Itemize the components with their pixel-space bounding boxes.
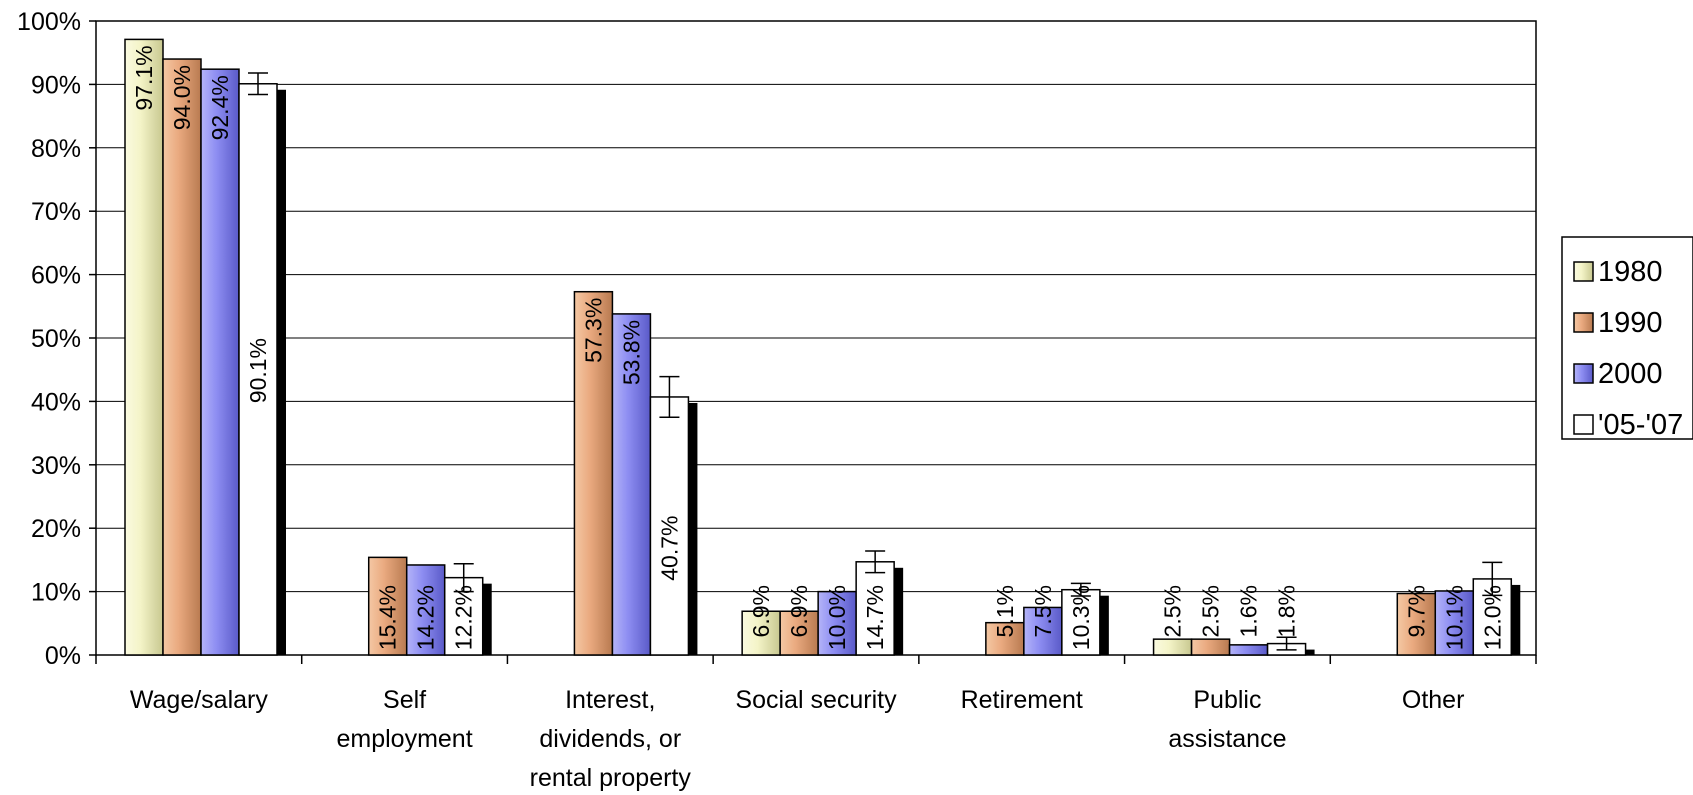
category-label: employment xyxy=(336,725,472,753)
data-label: 2.5% xyxy=(1198,585,1224,637)
category-label: Wage/salary xyxy=(130,686,269,714)
bar-2000 xyxy=(1434,590,1475,656)
bar-1990 xyxy=(1190,638,1231,656)
y-tick-label: 50% xyxy=(31,325,81,353)
bar-2000 xyxy=(1228,644,1269,656)
category-label: Self xyxy=(383,686,426,714)
data-label: 10.0% xyxy=(824,585,850,650)
data-label: 97.1% xyxy=(131,45,157,110)
y-tick-label: 70% xyxy=(31,198,81,226)
bar-shadow xyxy=(277,89,286,656)
bar-1990 xyxy=(367,556,408,656)
y-tick-label: 80% xyxy=(31,135,81,163)
y-tick-label: 90% xyxy=(31,71,81,99)
bar-shadow xyxy=(1511,584,1521,655)
y-tick-label: 30% xyxy=(31,452,81,480)
data-label: 10.1% xyxy=(1441,585,1467,650)
data-label: 12.2% xyxy=(451,585,477,650)
bar-shadow xyxy=(1305,649,1315,655)
bar-2000 xyxy=(817,590,857,656)
bar-2000 xyxy=(1023,606,1063,656)
legend-swatch xyxy=(1573,363,1594,384)
data-label: 6.9% xyxy=(786,585,812,637)
legend-swatch xyxy=(1573,261,1594,282)
category-label: Retirement xyxy=(961,686,1083,714)
data-label: 10.3% xyxy=(1068,585,1094,650)
category-label: Public xyxy=(1193,686,1261,714)
data-label: 5.1% xyxy=(992,585,1018,637)
category-label: Interest, xyxy=(565,686,655,714)
data-label: 1.8% xyxy=(1274,585,1300,637)
bar-shadow xyxy=(688,402,698,655)
y-tick-label: 10% xyxy=(31,579,81,607)
data-label: 1.6% xyxy=(1236,585,1262,637)
data-label: 12.0% xyxy=(1479,585,1505,650)
category-label: dividends, or xyxy=(539,725,681,753)
bar-1980 xyxy=(1152,638,1193,656)
bar-1980 xyxy=(124,38,164,656)
bar-1990 xyxy=(1396,592,1437,656)
data-label: 40.7% xyxy=(656,516,682,581)
bar-shadow xyxy=(482,583,492,655)
bar-05-07 xyxy=(1061,588,1101,656)
legend-label: 1990 xyxy=(1598,307,1663,339)
data-label: 2.5% xyxy=(1160,585,1186,637)
legend-label: 1980 xyxy=(1598,256,1663,288)
data-label: 90.1% xyxy=(245,338,271,403)
data-label: 92.4% xyxy=(207,75,233,140)
bar-shadow xyxy=(1099,595,1109,655)
legend-swatch xyxy=(1573,414,1594,435)
data-label: 6.9% xyxy=(748,585,774,637)
bar-2000 xyxy=(200,68,240,656)
y-tick-label: 20% xyxy=(31,515,81,543)
legend-label: 2000 xyxy=(1598,358,1663,390)
data-label: 53.8% xyxy=(618,320,644,385)
bar-05-07 xyxy=(649,396,690,656)
category-label: Other xyxy=(1402,686,1465,714)
bar-shadow xyxy=(894,567,904,655)
bar-1990 xyxy=(162,58,202,656)
category-label: rental property xyxy=(530,764,692,792)
category-label: assistance xyxy=(1168,725,1286,753)
data-label: 14.7% xyxy=(862,585,888,650)
y-tick-label: 60% xyxy=(31,262,81,290)
category-label: Social security xyxy=(735,686,897,714)
legend-label: '05-'07 xyxy=(1598,409,1683,441)
data-label: 14.2% xyxy=(413,585,439,650)
y-tick-label: 40% xyxy=(31,388,81,416)
bar-1990 xyxy=(985,621,1025,656)
bar-1990 xyxy=(573,290,614,656)
legend-swatch xyxy=(1573,312,1594,333)
data-label: 57.3% xyxy=(580,298,606,363)
y-tick-label: 0% xyxy=(45,642,81,670)
data-label: 9.7% xyxy=(1403,585,1429,637)
data-label: 94.0% xyxy=(169,65,195,130)
bar-05-07 xyxy=(855,561,895,656)
data-label: 15.4% xyxy=(375,585,401,650)
y-tick-label: 100% xyxy=(17,8,81,36)
data-label: 7.5% xyxy=(1030,585,1056,637)
